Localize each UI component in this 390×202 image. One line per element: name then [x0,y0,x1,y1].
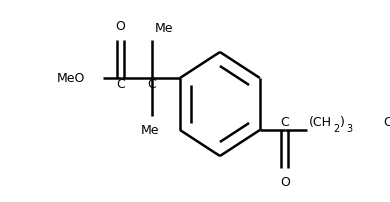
Text: Me: Me [155,22,173,35]
Text: O: O [280,176,290,188]
Text: ): ) [340,116,345,129]
Text: Cl: Cl [383,116,390,129]
Text: C: C [116,77,125,90]
Text: O: O [116,20,126,33]
Text: 2: 2 [333,123,340,133]
Text: C: C [280,116,289,129]
Text: MeO: MeO [57,72,85,85]
Text: 3: 3 [347,123,353,133]
Text: (CH: (CH [308,116,332,129]
Text: C: C [147,77,156,90]
Text: Me: Me [141,124,159,137]
